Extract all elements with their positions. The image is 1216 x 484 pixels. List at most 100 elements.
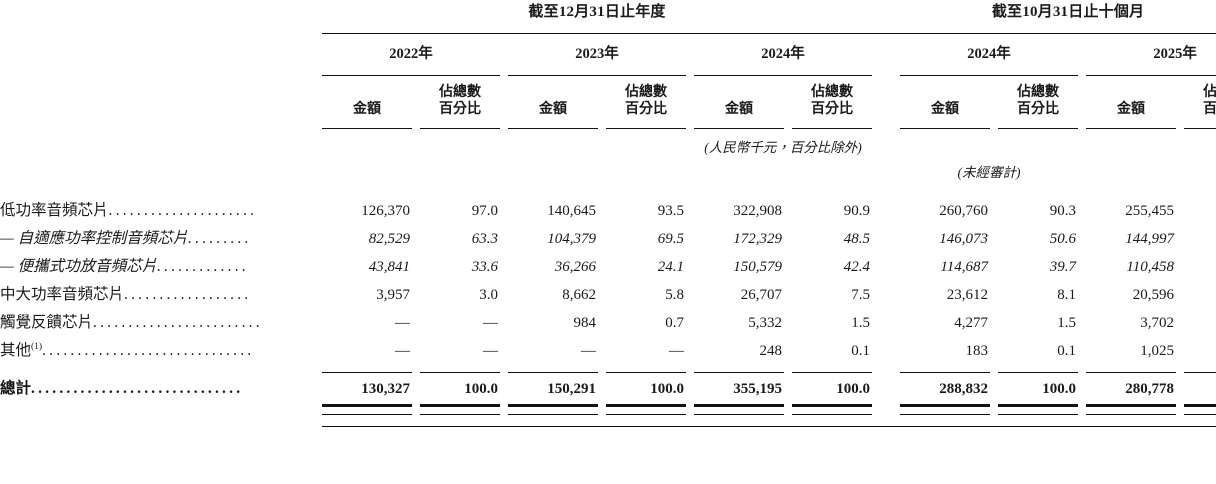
sep: [990, 76, 998, 122]
cell-percent-fy2022: —: [483, 315, 498, 332]
currency-note-blank: [0, 129, 322, 156]
cell-amount-fy2023: 140,645: [547, 203, 596, 220]
sep: [1176, 251, 1184, 279]
sep: [686, 195, 694, 223]
sep: [686, 307, 694, 335]
sep: [686, 223, 694, 251]
sep: [412, 335, 420, 363]
cell-amount-fy2024: 172,329: [733, 231, 782, 248]
cell-total-percent-tm2024: 100.0: [1042, 381, 1077, 398]
row-label-text: — 便攜式功放音頻芯片: [0, 258, 158, 276]
sep: [990, 195, 998, 223]
sep: [872, 401, 900, 415]
cell-percent-tm2025: 1.3: [1184, 307, 1216, 335]
cell-total-amount-tm2024: 288,832: [939, 381, 989, 398]
sep: [1176, 195, 1184, 223]
sep: [784, 279, 792, 307]
post-total-rule-percent-fy2024: [792, 401, 873, 416]
sep: [500, 251, 508, 279]
cell-total-percent-fy2023: 100.0: [650, 381, 684, 398]
subheader-percent-tm2025: 佔總數 百分比: [1184, 76, 1216, 122]
sep: [872, 373, 900, 401]
post-total-rule-amount-tm2024: [900, 401, 991, 416]
cell-amount-tm2024: 260,760: [939, 203, 989, 220]
sep: [784, 373, 792, 401]
cell-percent-tm2024: 8.1: [1057, 287, 1077, 304]
table-row: — 便攜式功放音頻芯片............. 43,841 33.6 36,…: [0, 251, 1216, 279]
sep: [872, 279, 900, 307]
cell-amount-fy2023: 36,266: [554, 259, 596, 276]
cell-amount-fy2024: 248: [759, 343, 783, 360]
subheader-percent-fy2024: 佔總數 百分比: [792, 76, 872, 122]
group-rule-tenmonth: [872, 25, 1216, 34]
sep: [500, 76, 508, 122]
subheader-percent-line1: 佔總數: [1017, 85, 1060, 100]
cell-percent-tm2024: 90.3: [1049, 203, 1077, 220]
subheader-amount-tm2024: 金額: [931, 102, 960, 118]
sep: [412, 195, 420, 223]
cell-percent-tm2024: 50.6: [1049, 231, 1077, 248]
subheader-amount-fy2022: 金額: [353, 102, 381, 118]
sep: [1078, 307, 1086, 335]
post-total-rule-row: [0, 401, 1216, 416]
sep: [500, 223, 508, 251]
sep: [686, 335, 694, 363]
row-label-text: 中大功率音頻芯片: [0, 286, 125, 304]
sep: [412, 223, 420, 251]
cell-percent-fy2023: 69.5: [657, 231, 684, 248]
pre-total-rule-row: [0, 363, 1216, 374]
cell-amount-tm2024: 146,073: [939, 231, 989, 248]
sep: [872, 363, 900, 373]
sep: [500, 122, 508, 129]
sep: [990, 279, 998, 307]
unaudited-note-blank: [0, 156, 322, 181]
subheader-percent-line1: 佔總數: [625, 85, 667, 100]
sep: [1078, 195, 1086, 223]
cell-total-amount-fy2023: 150,291: [547, 381, 596, 398]
cell-total-percent-fy2022: 100.0: [464, 381, 498, 398]
pre-total-rule-amount-fy2024: [694, 363, 784, 374]
sep: [1176, 363, 1184, 373]
sep: [598, 122, 606, 129]
column-rule-percent-fy2024: [792, 122, 873, 130]
sep: [784, 76, 792, 122]
sep: [990, 223, 998, 251]
final-rule-blank: [0, 415, 322, 427]
cell-percent-fy2024: 48.5: [843, 231, 871, 248]
dot-leader: .........: [188, 230, 252, 248]
sep: [686, 76, 694, 122]
sep: [686, 251, 694, 279]
column-rule-percent-tm2024: [998, 122, 1079, 130]
sep: [500, 195, 508, 223]
sep: [1078, 279, 1086, 307]
cell-percent-fy2022: 33.6: [471, 259, 498, 276]
cell-amount-tm2024: 23,612: [946, 287, 989, 304]
sep: [412, 401, 420, 415]
sep: [1176, 401, 1184, 415]
cell-percent-tm2025: 0.4: [1184, 335, 1216, 363]
row-label-adaptive-power-control-audio-chip: — 自適應功率控制音頻芯片.........: [0, 223, 322, 251]
row-label-text: — 自適應功率控制音頻芯片: [0, 230, 189, 248]
sep: [1078, 335, 1086, 363]
table-row: 其他(1).............................. — — …: [0, 335, 1216, 363]
year-rule-fy2023: [508, 68, 686, 76]
cell-percent-fy2023: 93.5: [657, 203, 684, 220]
column-rule-percent-tm2025: [1184, 122, 1216, 130]
corner-blank: [0, 0, 322, 25]
sep: [686, 363, 694, 373]
pre-total-rule-amount-fy2022: [322, 363, 412, 374]
sep: [412, 373, 420, 401]
cell-percent-fy2024: 1.5: [851, 315, 871, 332]
cell-percent-fy2022: 3.0: [479, 287, 498, 304]
sep: [598, 279, 606, 307]
unaudited-note-row: (未經審計): [0, 156, 1216, 181]
sep: [598, 335, 606, 363]
post-total-rule-blank: [0, 401, 322, 415]
cell-amount-tm2025: 1,025: [1140, 343, 1175, 360]
cell-amount-fy2023: 104,379: [547, 231, 596, 248]
sep: [598, 363, 606, 373]
sep: [598, 195, 606, 223]
unaudited-note-spacer: [322, 156, 900, 181]
sep: [784, 122, 792, 129]
column-rule-percent-fy2023: [606, 122, 686, 130]
